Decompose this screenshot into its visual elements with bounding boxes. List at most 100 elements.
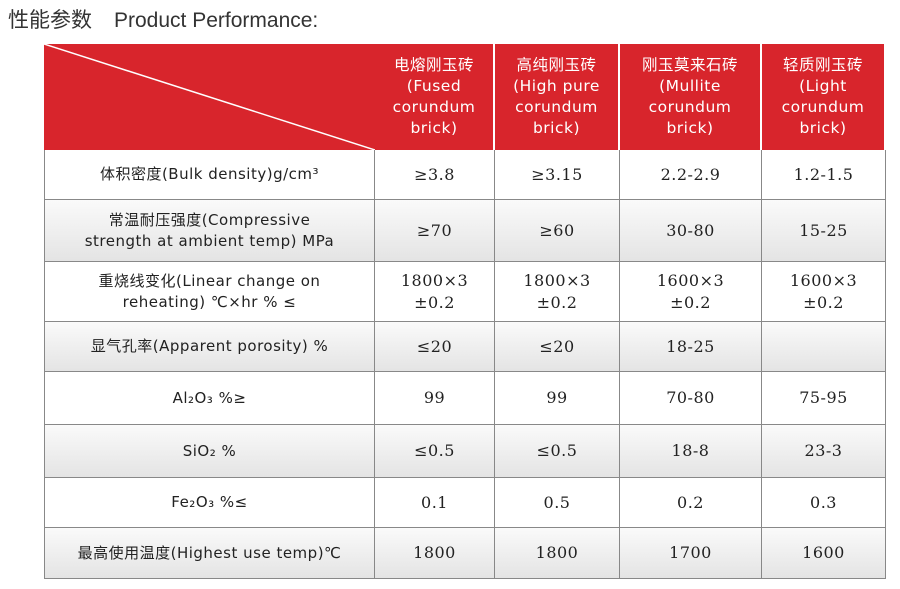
text-line: 2.2-2.9 (660, 164, 721, 184)
text-line: (Mullite (659, 77, 721, 95)
value-cell: ≤20 (375, 322, 495, 372)
text-line: 18-8 (671, 441, 710, 460)
value-cell: 0.1 (375, 478, 495, 528)
column-header: 电熔刚玉砖 (Fused corundum brick) (375, 44, 495, 150)
text-line: 1600×3 (789, 270, 858, 290)
text-line: ≥3.15 (531, 164, 583, 184)
row-label: 显气孔率(Apparent porosity) % (44, 322, 375, 372)
text-line: ≥70 (416, 220, 453, 240)
text-line: 刚玉莫来石砖 (641, 56, 738, 74)
text-line: ±0.2 (803, 292, 844, 312)
text-line: brick) (532, 119, 581, 137)
text-line: ±0.2 (670, 292, 711, 312)
value-cell: 0.3 (762, 478, 886, 528)
text-line: 99 (546, 388, 568, 407)
text-line: 1800 (535, 543, 579, 562)
row-label: Fe₂O₃ %≤ (44, 478, 375, 528)
text-line: ≤20 (539, 336, 575, 356)
text-line: ≤0.5 (414, 441, 455, 460)
text-line: corundum (392, 98, 476, 116)
text-line: reheating) ℃×hr % ≤ (122, 292, 297, 311)
text-line: 15-25 (799, 220, 848, 240)
value-cell: 75-95 (762, 372, 886, 425)
text-line: 1800 (413, 543, 456, 562)
value-cell: ≥3.15 (495, 150, 620, 200)
text-line: ≤20 (416, 336, 453, 356)
value-cell: 70-80 (620, 372, 762, 425)
value-cell: 1700 (620, 528, 762, 579)
column-header: 刚玉莫来石砖 (Mullite corundum brick) (620, 44, 762, 150)
row-label: 重烧线变化(Linear change on reheating) ℃×hr % … (44, 262, 375, 322)
text-line: 1700 (669, 543, 712, 562)
title-cn: 性能参数 (8, 8, 92, 32)
text-line: 0.1 (421, 492, 448, 512)
value-cell: ≤0.5 (375, 425, 495, 478)
text-line: corundum (515, 98, 598, 116)
text-line: 体积密度(Bulk density)g/cm³ (99, 165, 320, 183)
value-cell: 1600×3 ±0.2 (762, 262, 886, 322)
value-cell: 1600 (762, 528, 886, 579)
row-label: 体积密度(Bulk density)g/cm³ (44, 150, 375, 200)
text-line: 电熔刚玉砖 (393, 56, 474, 74)
text-line: SiO₂ % (182, 441, 237, 460)
value-cell: 23-3 (762, 425, 886, 478)
value-cell: ≥70 (375, 200, 495, 262)
row-label: SiO₂ % (44, 425, 375, 478)
performance-table: 名称牌号(Material type)性能及指标(Performance ind… (44, 44, 886, 579)
value-cell: 30-80 (620, 200, 762, 262)
value-cell: 1800 (375, 528, 495, 579)
title-en: Product Performance: (114, 9, 319, 32)
text-line: 70-80 (666, 388, 715, 407)
value-cell (762, 322, 886, 372)
text-line: ≥60 (539, 220, 575, 240)
text-line: 1800×3 (400, 270, 469, 290)
text-line: 显气孔率(Apparent porosity) % (90, 337, 329, 355)
value-cell: ≥60 (495, 200, 620, 262)
text-line: corundum (648, 98, 732, 116)
row-label: 常温耐压强度(Compressive strength at ambient te… (44, 200, 375, 262)
text-line: 高纯刚玉砖 (516, 56, 597, 74)
text-line: 99 (423, 388, 446, 407)
text-line: Fe₂O₃ %≤ (171, 493, 248, 511)
text-line: strength at ambient temp) MPa (84, 231, 335, 250)
text-line: 轻质刚玉砖 (782, 56, 863, 74)
text-line: brick) (799, 119, 847, 137)
value-cell: 0.5 (495, 478, 620, 528)
text-line: 1800×3 (523, 270, 591, 290)
text-line: brick) (410, 119, 458, 137)
value-cell: 15-25 (762, 200, 886, 262)
text-line: (Light (799, 77, 847, 95)
text-line: 重烧线变化(Linear change on (98, 271, 321, 290)
text-line: 1.2-1.5 (793, 164, 854, 184)
text-line: 0.2 (677, 492, 704, 512)
text-line: (Fused (406, 77, 462, 95)
text-line: corundum (781, 98, 865, 116)
text-line: ≥3.8 (414, 164, 455, 184)
text-line: 18-25 (666, 336, 715, 356)
text-line: ±0.2 (414, 292, 455, 312)
column-header: 高纯刚玉砖 (High pure corundum brick) (495, 44, 620, 150)
row-label: 最高使用温度(Highest use temp)℃ (44, 528, 375, 579)
value-cell: ≤20 (495, 322, 620, 372)
value-cell: ≥3.8 (375, 150, 495, 200)
text-line: ±0.2 (536, 292, 578, 312)
text-line: (High pure (513, 77, 600, 95)
column-header: 轻质刚玉砖 (Light corundum brick) (762, 44, 886, 150)
row-label: Al₂O₃ %≥ (44, 372, 375, 425)
text-line: 常温耐压强度(Compressive (108, 210, 311, 229)
value-cell: 1800×3 ±0.2 (375, 262, 495, 322)
value-cell: 1800 (495, 528, 620, 579)
value-cell: 2.2-2.9 (620, 150, 762, 200)
value-cell: ≤0.5 (495, 425, 620, 478)
text-line: 1600 (802, 543, 845, 562)
value-cell: 1800×3 ±0.2 (495, 262, 620, 322)
value-cell: 18-25 (620, 322, 762, 372)
value-cell: 1.2-1.5 (762, 150, 886, 200)
text-line: ≤0.5 (536, 441, 578, 460)
value-cell: 99 (495, 372, 620, 425)
value-cell: 99 (375, 372, 495, 425)
text-line: 最高使用温度(Highest use temp)℃ (77, 543, 342, 562)
text-line: 0.3 (810, 492, 837, 512)
text-line: 30-80 (666, 220, 715, 240)
